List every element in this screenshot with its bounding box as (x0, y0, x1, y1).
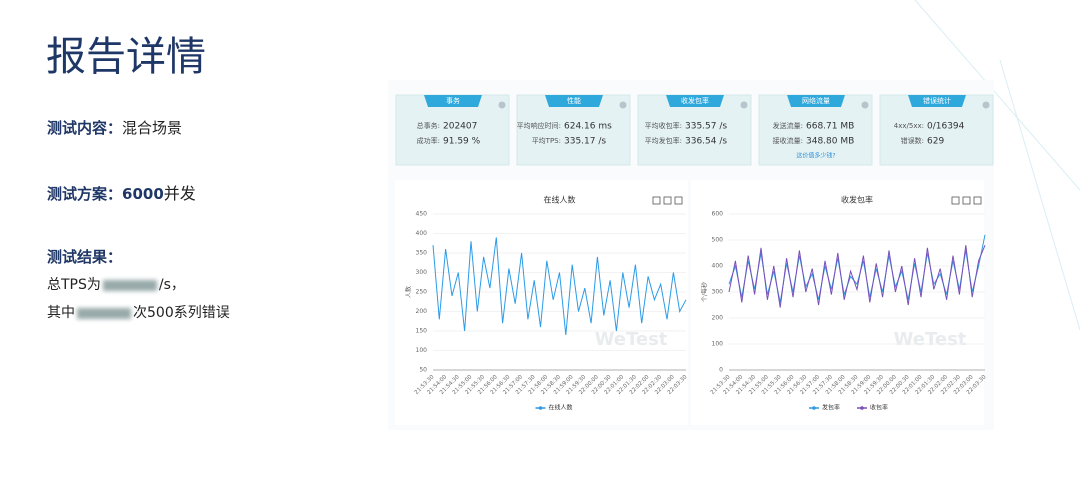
help-icon (740, 101, 748, 109)
stat-label: 成功率: (417, 136, 440, 145)
stat-value: 0/16394 (927, 122, 965, 132)
text: /s， (158, 277, 185, 293)
card-title: 收发包率 (681, 96, 709, 105)
stat-value: 91.59 % (443, 137, 481, 147)
y-tick-label: 400 (416, 230, 428, 237)
redacted (77, 307, 131, 319)
stat-label: 平均收包率: (645, 121, 682, 130)
stat-value: 668.71 MB (806, 122, 854, 132)
y-axis-label: 人数 (405, 286, 413, 298)
card-tab (666, 95, 724, 107)
toolbar-icon (652, 196, 661, 205)
y-tick-label: 500 (712, 237, 724, 244)
y-tick-label: 600 (712, 211, 724, 218)
stat-label: 平均TPS: (532, 136, 561, 145)
plan-row: 测试方案：6000并发 (47, 180, 196, 204)
series-line (432, 237, 687, 335)
stat-label: 发送流量: (773, 121, 803, 130)
legend-dot (860, 406, 864, 410)
card-tab (787, 95, 845, 107)
stat-value: 335.17 /s (564, 137, 606, 147)
label: 测试内容： (47, 119, 123, 137)
help-icon (861, 101, 869, 109)
content-row: 测试内容：混合场景 (47, 117, 182, 138)
text: 其中 (47, 305, 75, 321)
stat-label: 总事务: (417, 121, 440, 130)
y-axis-label: 个/每秒 (701, 282, 709, 302)
help-icon (982, 101, 990, 109)
stat-value: 202407 (443, 122, 477, 132)
stat-value: 629 (927, 137, 944, 147)
result-label-row: 测试结果： (47, 246, 122, 267)
toolbar-icon (973, 196, 982, 205)
help-icon (619, 101, 627, 109)
toolbar-icon (663, 196, 672, 205)
redacted (102, 279, 157, 291)
y-tick-label: 200 (712, 315, 724, 322)
chart-title: 收发包率 (841, 195, 873, 205)
stat-value: 348.80 MB (806, 137, 854, 147)
series-line (728, 245, 986, 308)
y-tick-label: 300 (416, 269, 428, 276)
label: 测试结果： (47, 248, 123, 266)
y-tick-label: 200 (416, 308, 428, 315)
y-tick-label: 150 (416, 328, 428, 335)
y-tick-label: 350 (416, 250, 428, 257)
y-tick-label: 100 (416, 347, 428, 354)
suffix: 并发 (163, 184, 196, 203)
card-title: 网络流量 (802, 96, 830, 105)
y-tick-label: 100 (712, 341, 724, 348)
help-icon (498, 101, 506, 109)
toolbar-icon (674, 196, 683, 205)
value: 混合场景 (122, 119, 183, 137)
stat-value: 335.57 /s (685, 122, 727, 132)
stat-label: 平均发包率: (645, 136, 682, 145)
y-tick-label: 300 (712, 289, 724, 296)
dashboard: 事务总事务: 202407 成功率: 91.59 % 性能平均响应时间: 624.16 m… (388, 80, 994, 430)
chart-title: 在线人数 (544, 195, 576, 205)
stat-label: 接收流量: (773, 136, 803, 145)
legend-label: 收包率 (870, 404, 888, 412)
text: 次500系列错误 (133, 305, 230, 321)
stat-value: 624.16 ms (564, 122, 612, 132)
card-title: 事务 (446, 96, 460, 105)
card-link: 这价值多少钱? (796, 152, 835, 160)
y-tick-label: 450 (416, 211, 428, 218)
page-title: 报告详情 (46, 34, 206, 80)
card-title: 错误统计 (923, 96, 951, 105)
chart-panel (691, 180, 984, 425)
stat-value: 336.54 /s (685, 137, 727, 147)
card-tab (908, 95, 966, 107)
card-title: 性能 (567, 96, 581, 105)
stat-label: 平均响应时间: (517, 121, 561, 130)
y-tick-label: 0 (719, 367, 723, 374)
toolbar-icon (951, 196, 960, 205)
label: 测试方案： (47, 185, 123, 203)
legend-dot (538, 406, 543, 410)
stat-label: 4xx/5xx: (894, 122, 924, 130)
legend-label: 在线人数 (549, 404, 573, 412)
toolbar-icon (962, 196, 971, 205)
y-tick-label: 50 (419, 367, 427, 374)
y-tick-label: 250 (416, 289, 428, 296)
legend-dot (812, 406, 816, 410)
y-tick-label: 400 (712, 263, 724, 270)
card-tab (545, 95, 603, 107)
text: 总TPS为 (47, 277, 101, 293)
stat-label: 错误数: (901, 136, 924, 145)
watermark: WeTest (894, 329, 967, 350)
watermark: WeTest (595, 329, 668, 350)
result-line: 总TPS为/s， (47, 274, 185, 294)
legend-label: 发包率 (822, 404, 840, 412)
result-line: 其中 次500系列错误 (47, 302, 230, 322)
value: 6000 (122, 185, 164, 203)
card-tab (424, 95, 482, 107)
